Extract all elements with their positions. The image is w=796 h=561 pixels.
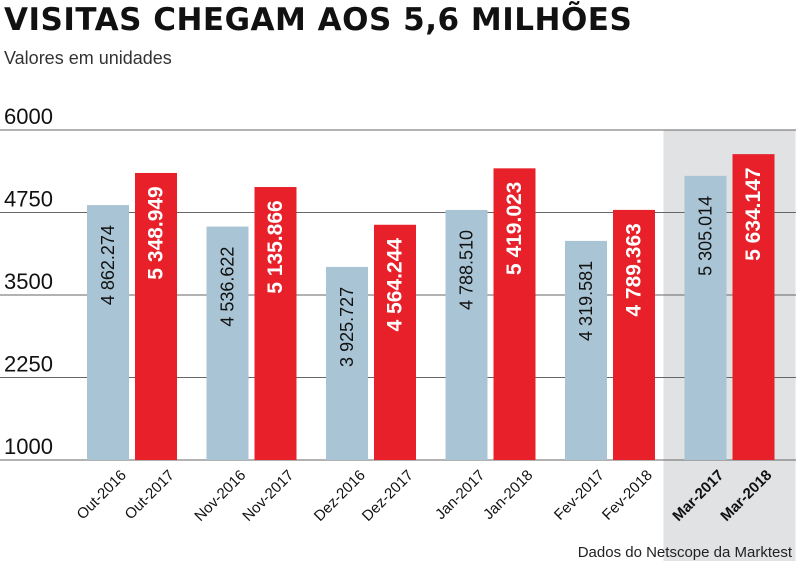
chart-subtitle: Valores em unidades — [4, 48, 172, 68]
value-label: 4 862.274 — [98, 225, 118, 305]
chart-title: VISITAS CHEGAM AOS 5,6 MILHÕES — [4, 2, 633, 38]
value-label: 5 634.147 — [742, 167, 765, 260]
value-label: 4 789.363 — [623, 223, 646, 316]
value-label: 5 348.949 — [145, 186, 168, 279]
x-tick-label: Dez-2017 — [359, 467, 417, 525]
x-tick-label: Fev-2017 — [551, 467, 608, 524]
bar-out-2016 — [87, 205, 129, 460]
bar-dez-2016 — [326, 266, 368, 460]
value-label: 3 925.727 — [337, 287, 357, 367]
value-label: 5 135.866 — [264, 200, 287, 293]
value-label: 5 419.023 — [503, 182, 526, 275]
x-tick-label: Out-2017 — [122, 467, 178, 523]
y-tick-label: 2250 — [4, 352, 53, 377]
value-label: 4 564.244 — [384, 238, 407, 332]
value-label: 5 305.014 — [696, 196, 716, 276]
y-tick-label: 3500 — [4, 269, 53, 294]
bar-mar-2018 — [732, 154, 775, 460]
x-tick-label: Fev-2018 — [599, 467, 656, 524]
bar-mar-2017 — [684, 175, 727, 460]
x-tick-label: Out-2016 — [74, 467, 130, 523]
y-tick-label: 4750 — [4, 187, 53, 212]
bar-out-2017 — [135, 172, 177, 460]
x-tick-label: Dez-2016 — [311, 467, 369, 525]
source-note: Dados do Netscope da Marktest — [577, 544, 792, 561]
bar-nov-2017 — [254, 187, 297, 460]
value-label: 4 536.622 — [218, 247, 238, 327]
value-label: 4 319.581 — [576, 261, 596, 341]
bar-dez-2017 — [374, 224, 416, 460]
bar-nov-2016 — [206, 226, 249, 460]
y-tick-label: 1000 — [4, 434, 53, 459]
bar-fev-2017 — [565, 240, 607, 460]
y-tick-label: 6000 — [4, 104, 53, 129]
bar-jan-2018 — [493, 168, 536, 460]
bar-jan-2017 — [445, 209, 488, 460]
x-tick-label: Nov-2016 — [191, 467, 249, 525]
x-tick-label: Jan-2018 — [480, 467, 536, 523]
bar-fev-2018 — [613, 209, 655, 460]
x-tick-label: Jan-2017 — [432, 467, 488, 523]
x-tick-label: Nov-2017 — [239, 467, 297, 525]
value-label: 4 788.510 — [457, 230, 477, 310]
highlight-background — [663, 130, 796, 561]
